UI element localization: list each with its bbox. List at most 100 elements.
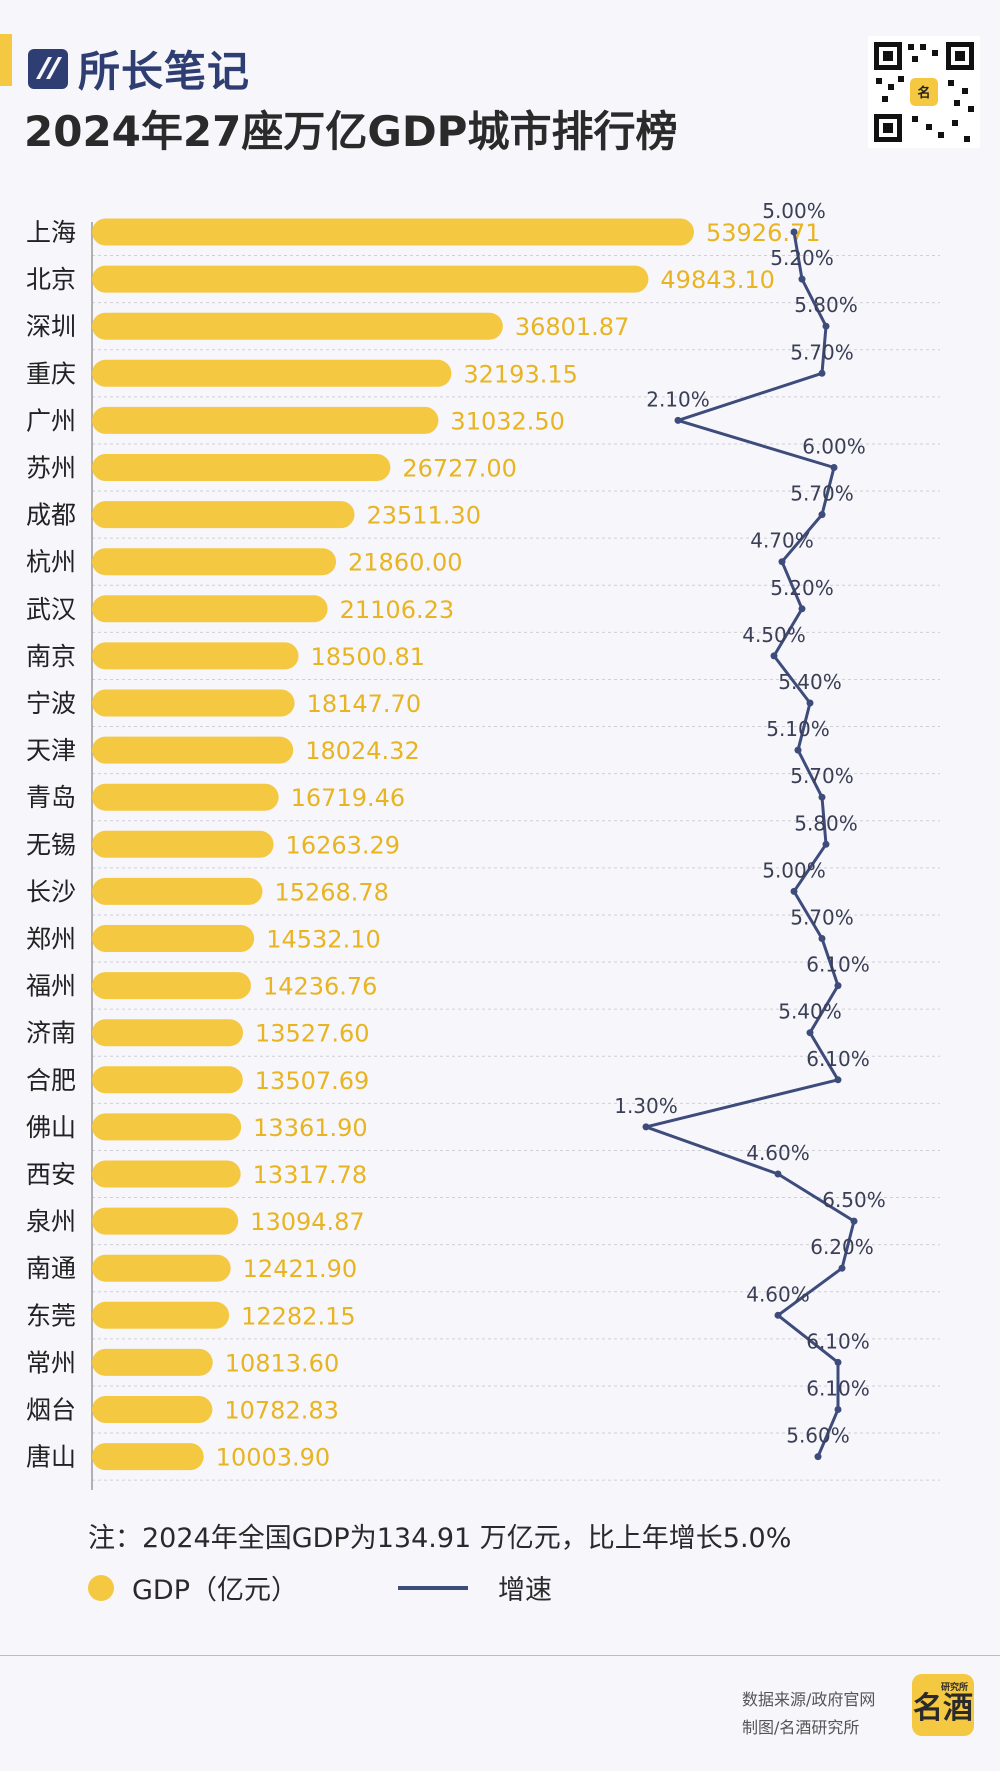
gdp-value-label: 13317.78: [253, 1161, 368, 1189]
gdp-bar: [92, 359, 452, 387]
growth-point: [798, 275, 806, 283]
category-label: 唐山: [26, 1443, 76, 1472]
gdp-value-label: 12421.90: [243, 1255, 358, 1283]
growth-point: [814, 1453, 822, 1461]
growth-point: [850, 1217, 858, 1225]
gdp-value-label: 53926.71: [706, 219, 821, 247]
gdp-bar: [92, 1019, 244, 1047]
growth-value-label: 6.20%: [810, 1235, 874, 1259]
gdp-bar: [92, 972, 251, 1000]
gdp-bar: [92, 1160, 241, 1188]
growth-value-label: 6.50%: [822, 1188, 886, 1212]
category-label: 无锡: [26, 830, 76, 859]
growth-value-label: 6.10%: [806, 1329, 870, 1353]
category-label: 宁波: [26, 689, 76, 718]
growth-point: [834, 1076, 842, 1084]
growth-point: [834, 1406, 842, 1413]
gdp-bar: [92, 877, 263, 905]
category-label: 佛山: [26, 1113, 76, 1142]
growth-point: [834, 1358, 842, 1366]
gdp-value-label: 31032.50: [450, 407, 565, 435]
gdp-value-label: 18147.70: [307, 690, 422, 718]
growth-value-label: 5.00%: [762, 199, 826, 223]
category-label: 重庆: [26, 359, 76, 388]
page-title: 2024年27座万亿GDP城市排行榜: [24, 107, 678, 156]
category-label: 南通: [26, 1254, 76, 1283]
legend: GDP（亿元） 增速: [88, 1568, 552, 1607]
growth-value-label: 5.10%: [766, 717, 830, 741]
growth-value-label: 5.70%: [790, 764, 854, 788]
growth-point: [818, 511, 826, 519]
gdp-value-label: 10813.60: [225, 1349, 340, 1377]
gdp-value-label: 13527.60: [255, 1020, 370, 1048]
growth-point: [806, 1029, 814, 1037]
growth-value-label: 5.80%: [794, 293, 858, 317]
brand: 所长笔记: [26, 38, 250, 99]
growth-value-label: 6.10%: [806, 1377, 870, 1401]
legend-gdp-label: GDP（亿元）: [132, 1575, 298, 1606]
gdp-value-label: 32193.15: [463, 360, 578, 388]
growth-point: [822, 322, 830, 330]
category-label: 杭州: [26, 548, 76, 577]
category-label: 郑州: [26, 925, 76, 954]
gdp-value-label: 16263.29: [286, 831, 401, 859]
gdp-bar: [92, 689, 295, 717]
gdp-value-label: 14532.10: [266, 926, 381, 954]
chart-credit: 制图/名酒研究所: [742, 1718, 860, 1737]
gdp-bar: [92, 595, 328, 623]
chart-note: 注：2024年全国GDP为134.91 万亿元，比上年增长5.0%: [88, 1523, 792, 1554]
category-label: 东莞: [26, 1301, 76, 1330]
growth-value-label: 5.20%: [770, 246, 834, 270]
growth-point: [794, 746, 802, 754]
gdp-bar: [92, 1113, 242, 1141]
growth-point: [834, 982, 842, 990]
category-label: 成都: [26, 501, 76, 530]
growth-point: [778, 558, 786, 566]
gdp-value-label: 16719.46: [291, 784, 406, 812]
gdp-value-label: 12282.15: [241, 1302, 356, 1330]
growth-value-label: 5.80%: [794, 811, 858, 835]
gdp-bar: [92, 406, 439, 434]
growth-point: [674, 416, 682, 424]
qr-code-icon: 名: [868, 36, 980, 148]
gdp-bar: [92, 218, 694, 246]
gdp-value-label: 18024.32: [305, 737, 420, 765]
gdp-bar: [92, 454, 391, 481]
growth-point: [798, 605, 806, 613]
gdp-value-label: 21860.00: [348, 549, 463, 577]
category-label: 深圳: [26, 312, 76, 341]
gdp-bar: [92, 312, 503, 340]
gdp-value-label: 13094.87: [250, 1208, 365, 1236]
growth-value-label: 4.70%: [750, 529, 814, 553]
growth-value-label: 6.10%: [806, 953, 870, 977]
category-label: 上海: [26, 218, 76, 247]
gdp-bar: [92, 1443, 204, 1471]
category-label: 南京: [26, 642, 76, 671]
legend-growth-swatch: [398, 1585, 468, 1590]
gdp-bar: [92, 1207, 239, 1235]
category-label: 苏州: [26, 454, 76, 483]
footer-logo-text: 名酒: [913, 1691, 973, 1726]
growth-value-label: 6.00%: [802, 435, 866, 459]
gdp-bar: [92, 501, 355, 529]
category-label: 西安: [26, 1160, 76, 1189]
growth-value-label: 5.40%: [778, 1000, 842, 1024]
gdp-bar: [92, 925, 255, 952]
growth-point: [774, 1170, 782, 1178]
gdp-value-label: 10782.83: [224, 1397, 339, 1425]
gdp-bar: [92, 1066, 243, 1094]
category-label: 常州: [26, 1348, 76, 1377]
gdp-value-label: 13507.69: [255, 1067, 370, 1095]
growth-value-label: 5.00%: [762, 858, 826, 882]
gdp-bar: [92, 830, 274, 858]
legend-gdp-swatch: [88, 1574, 114, 1601]
growth-point: [770, 652, 778, 660]
gdp-bar: [92, 1348, 213, 1376]
gdp-value-label: 21106.23: [340, 596, 455, 624]
svg-text:名: 名: [917, 85, 930, 101]
gdp-bar: [92, 1301, 230, 1329]
growth-point: [822, 840, 830, 848]
gdp-value-label: 49843.10: [660, 266, 775, 294]
gdp-value-label: 13361.90: [253, 1114, 368, 1142]
footer-logo-small: 研究所: [940, 1683, 968, 1693]
